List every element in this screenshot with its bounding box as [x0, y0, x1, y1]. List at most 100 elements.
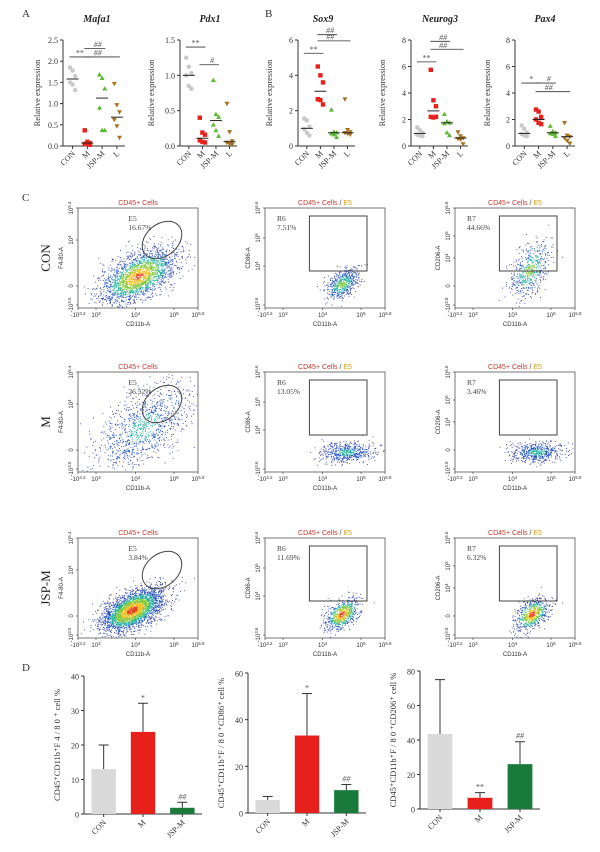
event-dot [161, 276, 163, 277]
event-dot [134, 276, 136, 278]
event-dot [334, 296, 335, 298]
event-dot [126, 294, 128, 296]
event-dot [112, 286, 114, 288]
event-dot [119, 413, 121, 415]
event-dot [340, 289, 342, 291]
event-dot [334, 290, 335, 291]
event-dot [545, 254, 546, 256]
event-dot [96, 288, 97, 290]
event-dot [168, 260, 170, 261]
x-tick-label: 105.8 [192, 311, 205, 320]
event-dot [151, 445, 153, 446]
data-point-JSP-M [102, 127, 108, 133]
event-dot [124, 277, 126, 279]
event-dot [142, 265, 144, 267]
event-dot [103, 290, 105, 292]
event-dot [135, 434, 137, 436]
y-tick-label: 0 [289, 142, 293, 151]
event-dot [524, 278, 526, 280]
event-dot [104, 444, 106, 446]
event-dot [336, 448, 338, 450]
event-dot [327, 292, 329, 294]
event-dot [150, 260, 152, 262]
event-dot [103, 298, 104, 300]
data-point-JSP-M [216, 114, 222, 119]
event-dot [133, 275, 135, 277]
event-dot [162, 377, 164, 379]
event-dot [180, 430, 182, 432]
event-dot [117, 284, 119, 285]
event-dot [348, 295, 350, 297]
event-dot [126, 442, 128, 444]
event-dot [531, 260, 533, 262]
event-dot [102, 305, 104, 307]
event-dot [116, 270, 117, 272]
event-dot [551, 251, 553, 253]
event-dot [134, 252, 136, 254]
event-dot [358, 265, 360, 266]
event-dot [536, 249, 538, 251]
event-dot [137, 264, 139, 266]
y-tick-exp: 5.4 [67, 365, 72, 372]
event-dot [532, 257, 534, 259]
event-dot [166, 394, 168, 396]
event-dot [349, 292, 351, 294]
event-dot [111, 285, 113, 287]
event-dot [528, 267, 530, 269]
event-dot [164, 261, 166, 263]
event-dot [538, 250, 540, 251]
event-dot [332, 294, 334, 296]
event-dot [130, 415, 131, 417]
data-point-M [318, 97, 323, 103]
event-dot [155, 429, 157, 431]
event-dot [130, 281, 131, 283]
event-dot [526, 293, 528, 295]
event-dot [189, 409, 191, 411]
event-dot [550, 237, 552, 239]
event-dot [170, 263, 172, 265]
event-dot [156, 416, 157, 417]
event-dot [380, 444, 382, 446]
event-dot [129, 281, 131, 283]
event-dot [99, 295, 101, 297]
event-dot [349, 272, 351, 274]
flow-plot-title: CD45+ Cells [118, 364, 158, 371]
event-dot [165, 379, 167, 380]
event-dot [179, 380, 181, 382]
event-dot [354, 276, 356, 278]
event-dot [147, 447, 149, 449]
event-dot [537, 274, 539, 276]
event-dot [358, 272, 360, 274]
event-dot [351, 273, 353, 274]
event-dot [158, 266, 159, 268]
event-dot [127, 303, 129, 305]
event-dot [138, 279, 140, 280]
event-dot [148, 267, 150, 269]
event-dot [154, 262, 155, 264]
event-dot [342, 285, 344, 287]
event-dot [338, 454, 340, 456]
event-dot [347, 285, 349, 287]
event-dot [133, 262, 135, 264]
event-dot [539, 254, 541, 256]
event-dot [125, 299, 127, 301]
event-dot [178, 267, 180, 268]
event-dot [101, 298, 103, 300]
event-dot [165, 276, 167, 278]
event-dot [120, 250, 121, 251]
event-dot [112, 279, 114, 281]
event-dot [168, 261, 170, 263]
event-dot [146, 415, 148, 417]
event-dot [135, 452, 137, 454]
event-dot [146, 283, 148, 285]
event-dot [112, 289, 114, 291]
event-dot [146, 418, 148, 420]
data-point-L [111, 81, 117, 87]
event-dot [130, 283, 132, 284]
title-cells: CD45+ Cells [298, 200, 338, 207]
event-dot [357, 265, 359, 267]
event-dot [540, 280, 542, 281]
event-dot [146, 277, 148, 279]
event-dot [527, 251, 529, 253]
event-dot [134, 302, 136, 304]
